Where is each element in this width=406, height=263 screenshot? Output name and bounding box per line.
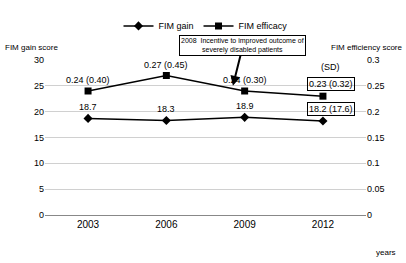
svg-text:0.25: 0.25 (367, 81, 385, 91)
svg-text:10: 10 (34, 158, 44, 168)
svg-text:18.2 (17.6): 18.2 (17.6) (309, 104, 353, 114)
svg-text:2009: 2009 (234, 219, 257, 230)
svg-text:0.27 (0.45): 0.27 (0.45) (144, 60, 188, 70)
svg-text:2003: 2003 (77, 219, 100, 230)
svg-text:(SD): (SD) (321, 62, 340, 72)
svg-text:2008 Incentive to improved ou: 2008 Incentive to improved outcome ofsev… (181, 37, 304, 54)
svg-text:0.24 (0.40): 0.24 (0.40) (66, 75, 110, 85)
svg-text:0: 0 (39, 210, 44, 220)
svg-text:25: 25 (34, 81, 44, 91)
svg-text:18.7: 18.7 (79, 102, 97, 112)
svg-text:0.15: 0.15 (367, 133, 385, 143)
svg-text:0.1: 0.1 (367, 158, 380, 168)
svg-text:15: 15 (34, 133, 44, 143)
svg-text:18.9: 18.9 (236, 101, 254, 111)
svg-text:years: years (376, 248, 396, 257)
svg-text:FIM gain: FIM gain (159, 21, 194, 31)
svg-text:20: 20 (34, 107, 44, 117)
svg-text:2012: 2012 (312, 219, 335, 230)
svg-text:0.24 (0.30): 0.24 (0.30) (223, 75, 267, 85)
svg-text:5: 5 (39, 184, 44, 194)
svg-text:FIM efficacy: FIM efficacy (239, 21, 288, 31)
svg-text:0.2: 0.2 (367, 107, 380, 117)
svg-text:FIM efficiency score: FIM efficiency score (331, 43, 403, 52)
svg-text:0.3: 0.3 (367, 55, 380, 65)
svg-text:2006: 2006 (155, 219, 178, 230)
svg-text:0.05: 0.05 (367, 184, 385, 194)
svg-text:18.3: 18.3 (157, 104, 175, 114)
svg-text:FIM gain score: FIM gain score (5, 43, 58, 52)
svg-text:0: 0 (367, 210, 372, 220)
svg-text:30: 30 (34, 55, 44, 65)
svg-text:0.23 (0.32): 0.23 (0.32) (309, 79, 353, 89)
